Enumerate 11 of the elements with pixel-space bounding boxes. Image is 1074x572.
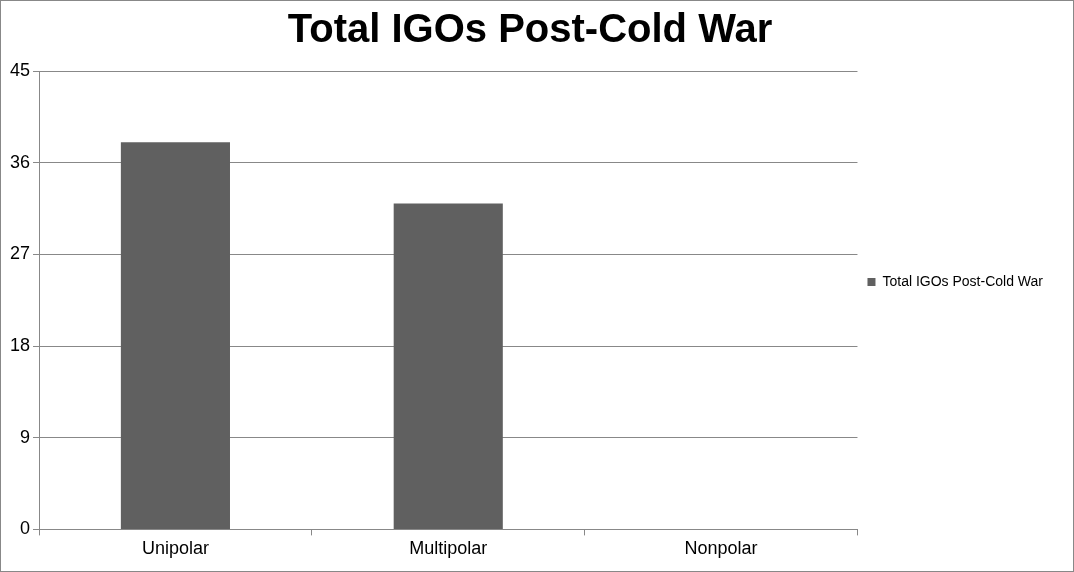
y-tick-label: 18 bbox=[9, 335, 31, 356]
chart-title: Total IGOs Post-Cold War bbox=[287, 6, 773, 51]
y-tick-label: 45 bbox=[9, 59, 31, 80]
x-tick-label: Unipolar bbox=[141, 538, 209, 559]
y-tick-label: 0 bbox=[20, 518, 31, 539]
x-tick-label: Multipolar bbox=[409, 538, 488, 559]
y-tick-label: 9 bbox=[20, 426, 31, 447]
legend-label: Total IGOs Post-Cold War bbox=[882, 272, 1044, 289]
x-tick-label: Nonpolar bbox=[684, 538, 758, 559]
y-tick-label: 27 bbox=[9, 243, 31, 264]
y-tick-label: 36 bbox=[9, 151, 31, 172]
